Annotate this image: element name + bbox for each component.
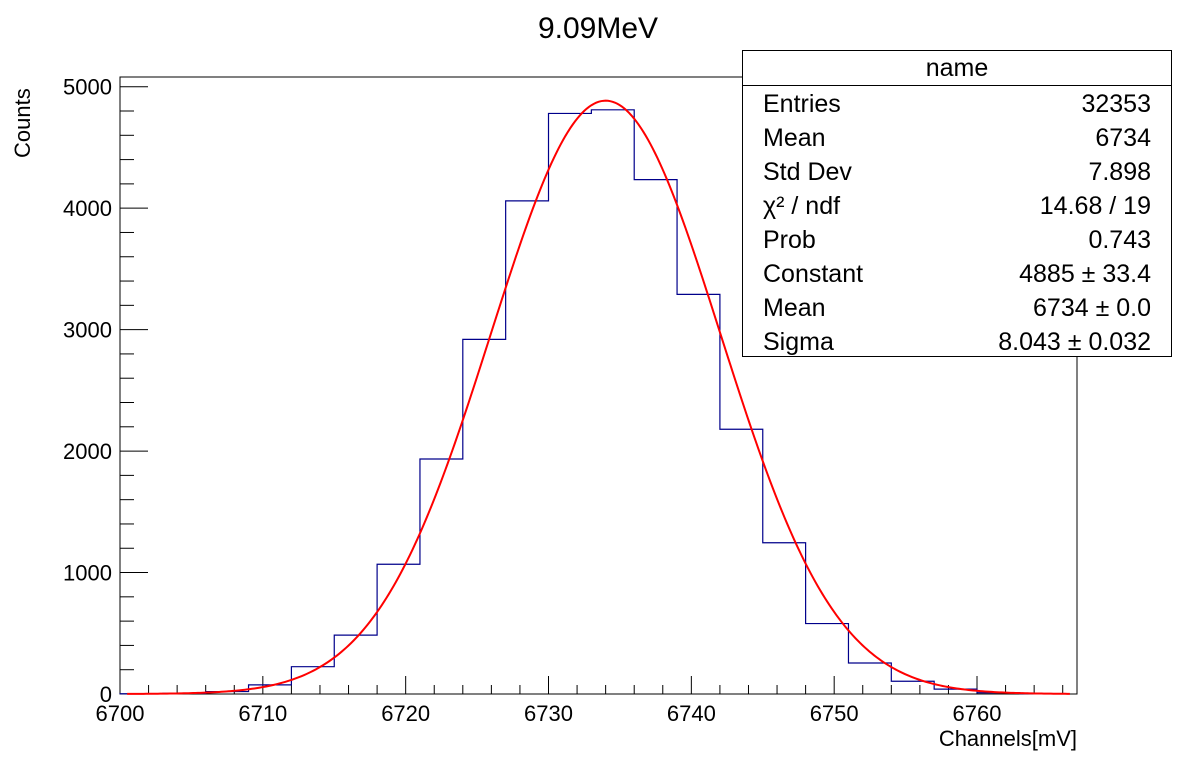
stats-value: 4885 ± 33.4 [1019, 260, 1151, 288]
stats-label: Constant [763, 260, 864, 288]
x-tick-label: 6720 [381, 701, 430, 726]
stats-value: 8.043 ± 0.032 [998, 328, 1151, 356]
stats-label: Mean [763, 294, 826, 322]
x-axis-label: Channels[mV] [939, 726, 1077, 751]
x-tick-label: 6700 [96, 701, 145, 726]
stats-value: 32353 [1081, 90, 1151, 118]
stats-value: 7.898 [1088, 158, 1151, 186]
stats-label: Entries [763, 90, 841, 118]
stats-value: 14.68 / 19 [1039, 192, 1151, 220]
x-tick-label: 6710 [238, 701, 287, 726]
stats-row: Sigma 8.043 ± 0.032 [743, 325, 1171, 359]
stats-label: Std Dev [763, 158, 852, 186]
chart-title: 9.09MeV [538, 12, 658, 45]
stats-row: Std Dev 7.898 [743, 155, 1171, 189]
plot-frame [119, 76, 1078, 695]
stats-label: χ² / ndf [763, 192, 841, 220]
stats-row: Mean 6734 [743, 121, 1171, 155]
gaussian-fit-curve [127, 99, 1070, 695]
y-tick-label: 2000 [63, 439, 112, 464]
stats-value: 6734 [1095, 124, 1151, 152]
y-axis-label: Counts [10, 88, 35, 158]
stats-row: χ² / ndf 14.68 / 19 [743, 189, 1171, 223]
stats-value: 6734 ± 0.0 [1033, 294, 1151, 322]
stats-label: Sigma [763, 328, 834, 356]
stats-row: Prob 0.743 [743, 223, 1171, 257]
y-tick-label: 3000 [63, 318, 112, 343]
x-tick-label: 6730 [524, 701, 573, 726]
stats-rows: Entries 32353 Mean 6734 Std Dev 7.898 χ² / ndf… [743, 86, 1171, 359]
stats-value: 0.743 [1088, 226, 1151, 254]
y-tick-label: 1000 [63, 561, 112, 586]
stats-title: name [743, 51, 1171, 86]
x-tick-label: 6740 [667, 701, 716, 726]
stats-row: Entries 32353 [743, 87, 1171, 121]
y-tick-label: 0 [100, 682, 112, 707]
stats-label: Prob [763, 226, 816, 254]
y-tick-label: 4000 [63, 196, 112, 221]
stats-box: name Entries 32353 Mean 6734 Std Dev 7.898 χ² … [742, 50, 1172, 357]
stats-label: Mean [763, 124, 826, 152]
y-axis: 0 1000 2000 3000 4000 5000 [63, 75, 148, 707]
stats-row: Mean 6734 ± 0.0 [743, 291, 1171, 325]
x-tick-label: 6750 [810, 701, 859, 726]
y-tick-label: 5000 [63, 75, 112, 100]
x-axis: 6700 6710 6720 6730 6740 6750 6760 [96, 676, 1064, 726]
stats-row: Constant 4885 ± 33.4 [743, 257, 1171, 291]
x-tick-label: 6760 [953, 701, 1002, 726]
